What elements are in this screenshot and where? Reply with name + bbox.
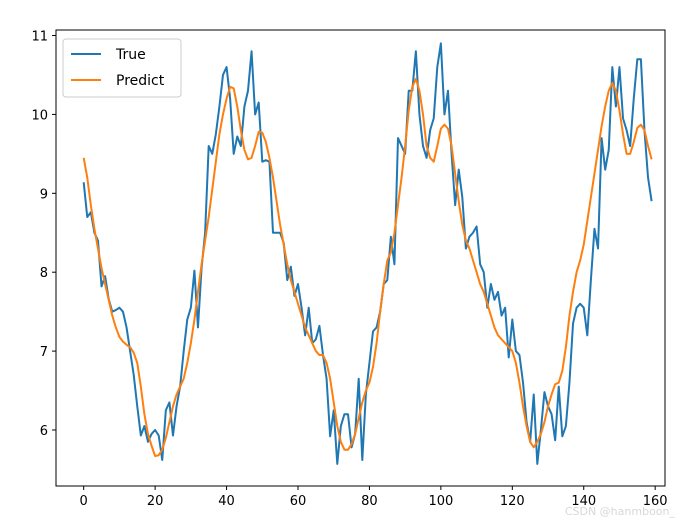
axes-frame bbox=[55, 29, 666, 487]
legend: True Predict bbox=[62, 38, 182, 98]
y-tick-label: 7 bbox=[40, 345, 48, 360]
legend-label-predict: Predict bbox=[116, 73, 165, 89]
x-tick-label: 160 bbox=[643, 494, 668, 509]
series-line-true bbox=[82, 42, 653, 465]
series-line-predict bbox=[82, 77, 653, 458]
x-tick-label: 20 bbox=[147, 494, 164, 509]
y-tick-label: 10 bbox=[31, 108, 48, 123]
legend-label-true: True bbox=[115, 47, 146, 63]
watermark: CSDN @hanmboon_ bbox=[564, 505, 675, 518]
x-tick-label: 100 bbox=[428, 494, 453, 509]
y-tick-label: 11 bbox=[31, 30, 48, 45]
y-tick-label: 8 bbox=[40, 266, 48, 281]
y-tick-label: 9 bbox=[40, 187, 48, 202]
x-tick-label: 120 bbox=[500, 494, 525, 509]
x-tick-label: 140 bbox=[571, 494, 596, 509]
x-tick-label: 60 bbox=[290, 494, 307, 509]
y-tick-label: 6 bbox=[40, 424, 48, 439]
x-tick-label: 0 bbox=[80, 494, 88, 509]
x-tick-label: 80 bbox=[361, 494, 378, 509]
x-tick-label: 40 bbox=[218, 494, 235, 509]
plot-layer: 0 20 40 60 80 100 120 140 160 6 7 8 9 10 11 bbox=[31, 29, 668, 509]
